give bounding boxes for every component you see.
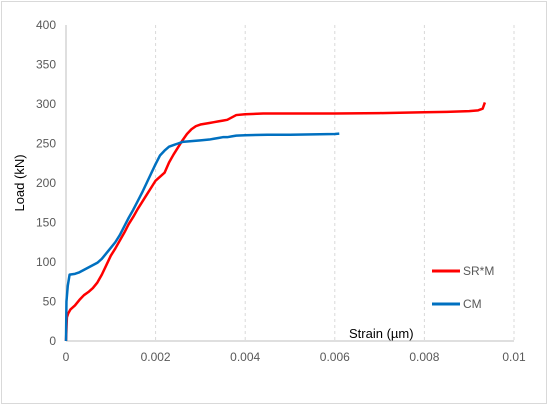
y-tick-label: 100 [36, 255, 56, 269]
series-line-sr-m [64, 102, 487, 342]
legend: SR*M CM [432, 264, 494, 311]
x-axis-title: Strain (µm) [349, 326, 414, 341]
legend-label-cm: CM [463, 297, 482, 311]
y-tick-label: 200 [36, 176, 56, 190]
x-tick-label: 0 [63, 350, 70, 364]
legend-label-sr-m: SR*M [463, 264, 494, 278]
y-tick-label: 300 [36, 97, 56, 111]
x-tick-label: 0.002 [141, 350, 171, 364]
series-line-cm [64, 132, 340, 342]
y-tick-label: 0 [49, 334, 56, 348]
y-tick-label: 150 [36, 216, 56, 230]
x-tick-label: 0.004 [230, 350, 260, 364]
y-tick-label: 250 [36, 137, 56, 151]
y-axis-ticks: 0 50 100 150 200 250 300 350 400 [36, 18, 56, 348]
y-tick-label: 350 [36, 58, 56, 72]
x-tick-label: 0.008 [409, 350, 439, 364]
y-tick-label: 50 [43, 295, 57, 309]
gridlines [155, 25, 515, 341]
axes [65, 25, 514, 342]
y-tick-label: 400 [36, 18, 56, 32]
x-axis-ticks: 0 0.002 0.004 0.006 0.008 0.01 [63, 350, 526, 364]
series-lines [64, 102, 487, 342]
x-tick-label: 0.006 [320, 350, 350, 364]
x-tick-label: 0.01 [502, 350, 526, 364]
y-axis-title: Load (kN) [12, 154, 27, 211]
